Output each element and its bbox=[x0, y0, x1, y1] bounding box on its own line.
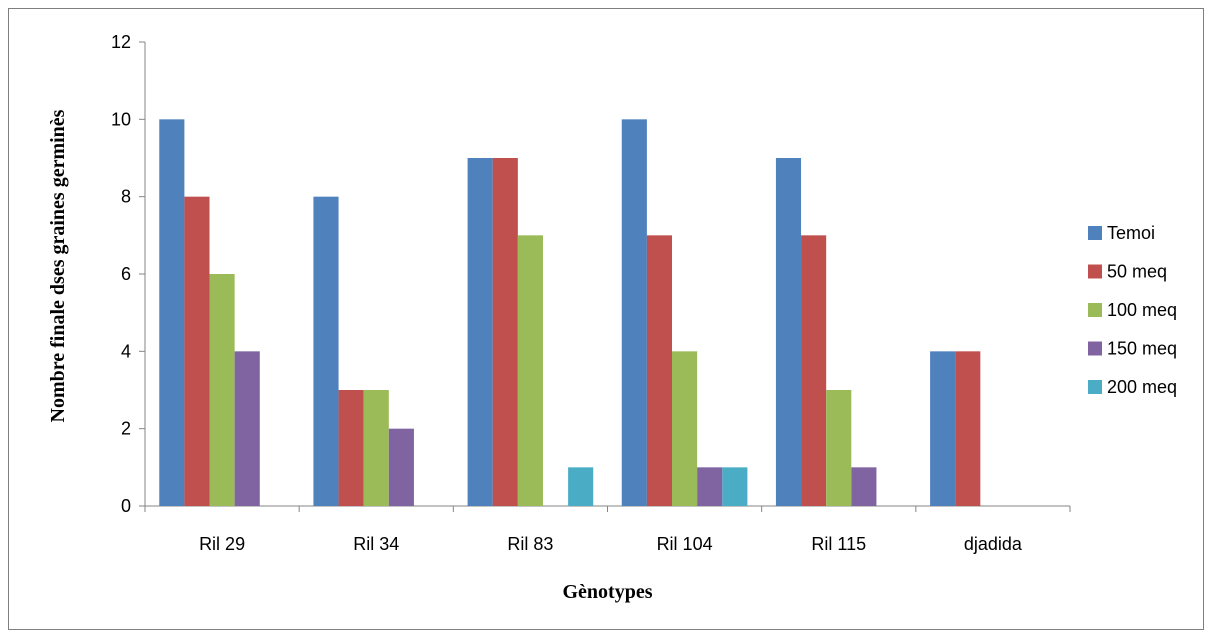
legend-swatch bbox=[1088, 303, 1102, 317]
bar bbox=[646, 235, 673, 507]
bar bbox=[184, 196, 210, 506]
bar bbox=[492, 158, 518, 506]
y-tick-label: 8 bbox=[121, 187, 131, 207]
bar bbox=[363, 390, 389, 506]
y-tick-label: 2 bbox=[121, 419, 131, 439]
y-axis-title: Nombre finale dses graines germinès bbox=[47, 109, 69, 422]
y-tick-label: 0 bbox=[121, 496, 131, 516]
x-tick-label: djadida bbox=[964, 534, 1023, 554]
legend-label: Temoi bbox=[1107, 223, 1155, 243]
x-ticks: Ril 29 Ril 34 Ril 83 Ril 104 Ril 115 djadida bbox=[144, 506, 1071, 554]
legend-swatch bbox=[1088, 341, 1102, 356]
legend-label: 200 meq bbox=[1107, 377, 1177, 397]
y-ticks: 0 2 4 6 8 10 12 bbox=[111, 32, 145, 516]
bar bbox=[930, 351, 956, 506]
x-tick-label: Ril 115 bbox=[811, 534, 866, 554]
legend: Temoi 50 meq 100 meq 150 meq 200 meq bbox=[1088, 223, 1177, 397]
bar bbox=[722, 467, 748, 506]
legend-label: 50 meq bbox=[1107, 262, 1167, 282]
bar bbox=[388, 428, 414, 506]
bar bbox=[801, 235, 827, 507]
bar bbox=[467, 158, 493, 506]
legend-label: 100 meq bbox=[1107, 300, 1177, 320]
bar bbox=[826, 390, 852, 506]
bar bbox=[209, 274, 235, 506]
bar bbox=[697, 467, 723, 506]
bar bbox=[568, 467, 594, 506]
bar bbox=[313, 196, 339, 506]
bar bbox=[851, 467, 877, 506]
bar bbox=[159, 119, 185, 506]
bar bbox=[775, 158, 802, 506]
y-tick-label: 12 bbox=[111, 32, 131, 52]
y-tick-label: 4 bbox=[121, 341, 131, 361]
bar bbox=[338, 390, 364, 506]
legend-swatch bbox=[1088, 226, 1102, 240]
bar bbox=[234, 351, 260, 506]
bar bbox=[672, 351, 698, 506]
x-tick-label: Ril 34 bbox=[353, 534, 399, 554]
x-tick-label: Ril 104 bbox=[657, 534, 713, 554]
x-axis-title: Gènotypes bbox=[563, 581, 653, 603]
legend-swatch bbox=[1088, 264, 1102, 279]
legend-label: 150 meq bbox=[1107, 339, 1177, 359]
bar bbox=[621, 119, 647, 506]
x-tick-label: Ril 29 bbox=[199, 534, 245, 554]
x-tick-label: Ril 83 bbox=[507, 534, 553, 554]
y-tick-label: 6 bbox=[121, 264, 131, 284]
y-tick-label: 10 bbox=[111, 109, 131, 129]
bars bbox=[159, 119, 981, 507]
legend-swatch bbox=[1088, 380, 1102, 394]
bar bbox=[517, 235, 543, 507]
bar bbox=[955, 351, 981, 506]
